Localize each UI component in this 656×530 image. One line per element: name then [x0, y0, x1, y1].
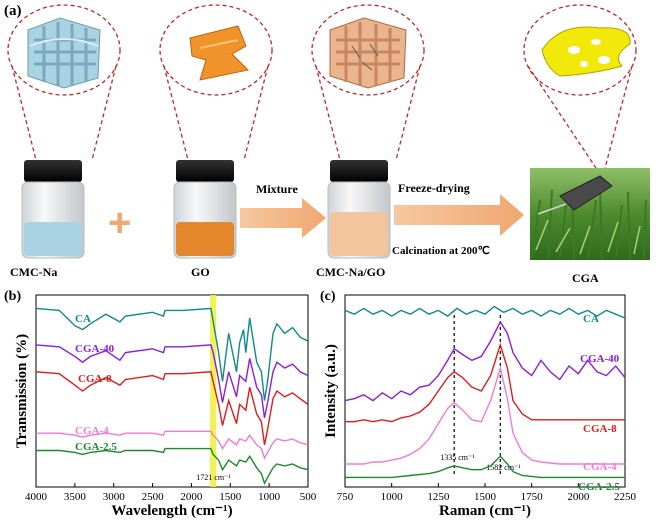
x-tick-label: 3500 [64, 491, 87, 503]
cmc-go-structure [329, 17, 407, 89]
peak-annotation-1: 1335 cm⁻¹ [440, 453, 475, 462]
vial-label-go: GO [191, 265, 210, 279]
panel-label-c: (c) [320, 289, 336, 304]
x-tick-label: 2500 [142, 491, 165, 503]
freeze-drying-label: Freeze-drying [398, 181, 470, 195]
x-tick-label: 500 [300, 491, 317, 503]
calcination-label: Calcination at 200℃ [392, 245, 490, 257]
peak-annotation: 1721 cm⁻¹ [196, 473, 231, 482]
cga-photo [530, 168, 650, 260]
series-label-cga-2-5: CGA-2.5 [578, 481, 620, 493]
series-label-ca: CA [75, 313, 91, 325]
x-tick-label: 2000 [567, 491, 590, 503]
mixture-arrow [240, 198, 326, 238]
series-label-ca: CA [583, 313, 599, 325]
x-tick-label: 4000 [25, 491, 48, 503]
series-ca [344, 305, 626, 319]
series-cga-8 [345, 342, 625, 423]
x-tick-label: 1750 [521, 491, 544, 503]
series-label-cga-8: CGA-8 [583, 423, 617, 435]
y-axis-label: Transmission (%) [14, 334, 30, 448]
highlight-band [210, 295, 217, 487]
x-tick-label: 2000 [180, 491, 203, 503]
vial-cmc-go [327, 160, 391, 259]
series-label-cga-40: CGA-40 [580, 353, 620, 365]
ftir-chart: 4000 3500 3000 2500 2000 1500 1000 500 1721 cm⁻¹… [14, 294, 317, 519]
plus-sign: + [108, 201, 131, 245]
vial-label-cmc-go: CMC-Na/GO [316, 265, 385, 279]
series-cga-2-5 [36, 447, 309, 485]
x-tick-label: 1500 [219, 491, 242, 503]
series-cga-4 [36, 430, 309, 460]
vial-label-cmc-na: CMC-Na [10, 265, 57, 279]
y-axis-label: Intensity (a.u.) [323, 344, 339, 438]
series-label-cga-2-5: CGA-2.5 [75, 441, 117, 453]
vial-go [173, 160, 237, 259]
x-tick-label: 1000 [258, 491, 281, 503]
zoom-ellipses [7, 4, 637, 169]
go-sheet [189, 25, 250, 81]
panel-label-b: (b) [4, 289, 21, 304]
x-tick-label: 750 [337, 491, 354, 503]
panel-label-a: (a) [4, 3, 22, 19]
peak-annotation-2: 1582 cm⁻¹ [486, 463, 521, 472]
series-cga-40 [35, 344, 309, 419]
series-ca [35, 307, 309, 401]
x-tick-label: 1000 [381, 491, 404, 503]
series-cga-8 [35, 371, 309, 445]
x-tick-label: 2250 [614, 491, 637, 503]
series-cga-40 [344, 320, 626, 402]
vial-label-cga: CGA [572, 271, 599, 285]
raman-chart: 750 1000 1250 1500 1750 2000 2250 1335 cm⁻¹ 1582… [323, 294, 637, 519]
x-tick-label: 1250 [427, 491, 450, 503]
mixture-label: Mixture [256, 182, 298, 196]
freeze-drying-arrow [394, 194, 524, 236]
x-axis-label: Wavelength (cm⁻¹) [111, 503, 232, 519]
series-cga-4 [345, 365, 625, 465]
plot-frame [35, 294, 309, 488]
series-label-cga-40: CGA-40 [75, 343, 115, 355]
x-axis-label: Raman (cm⁻¹) [439, 503, 531, 519]
cmc-na-structure [27, 17, 101, 89]
series-label-cga-4: CGA-4 [583, 461, 617, 473]
series-cga-2-5 [345, 455, 625, 479]
vial-cmc-na [21, 160, 85, 259]
x-tick-label: 1500 [474, 491, 497, 503]
cga-sheet [541, 26, 631, 77]
series-label-cga-4: CGA-4 [75, 425, 109, 437]
x-tick-label: 3000 [103, 491, 126, 503]
series-label-cga-8: CGA-8 [78, 373, 112, 385]
